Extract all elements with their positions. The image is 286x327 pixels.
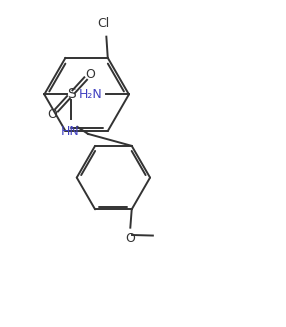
Text: HN: HN <box>60 126 79 138</box>
Text: O: O <box>47 108 57 121</box>
Text: O: O <box>85 68 95 81</box>
Text: O: O <box>125 232 135 245</box>
Text: H₂N: H₂N <box>79 88 103 101</box>
Text: S: S <box>67 87 76 101</box>
Text: Cl: Cl <box>98 17 110 30</box>
